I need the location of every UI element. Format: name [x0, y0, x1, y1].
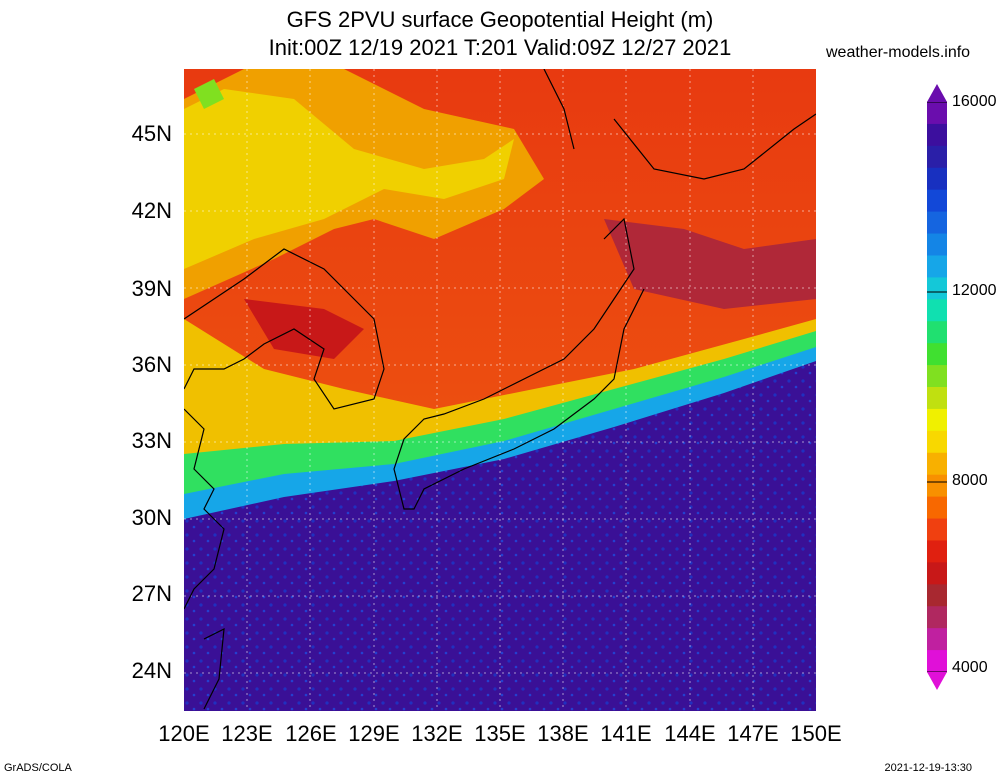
- geopotential-map: [184, 69, 816, 711]
- lon-label-138e: 138E: [537, 721, 589, 746]
- lon-label-147e: 147E: [727, 721, 779, 746]
- colorbar-label-4000: 4000: [952, 659, 988, 676]
- colorbar-segment: [927, 233, 947, 256]
- colorbar-segment: [927, 584, 947, 607]
- colorbar-label-12000: 12000: [952, 282, 997, 299]
- colorbar-segment: [927, 452, 947, 476]
- lon-label-150e: 150E: [790, 721, 842, 746]
- lat-label-33n: 33N: [131, 428, 172, 453]
- lat-label-45n: 45N: [131, 121, 172, 146]
- colorbar-segment: [927, 145, 947, 169]
- colorbar-segment: [927, 562, 947, 585]
- yellow-band-south: [184, 319, 816, 469]
- lat-label-42n: 42N: [131, 198, 172, 223]
- lon-label-129e: 129E: [348, 721, 400, 746]
- lat-label-24n: 24N: [131, 658, 172, 683]
- lat-lon-grid: [184, 69, 816, 711]
- colorbar-segment: [927, 102, 947, 125]
- transition-green: [184, 331, 816, 499]
- lon-label-120e: 120E: [158, 721, 210, 746]
- purple-south: [184, 361, 816, 711]
- lon-label-135e: 135E: [474, 721, 526, 746]
- colorbar-bottom-arrow: [927, 672, 947, 690]
- colorbar-segment: [927, 189, 947, 213]
- map-title: GFS 2PVU surface Geopotential Height (m): [286, 7, 714, 32]
- colorbar-segment: [927, 430, 947, 454]
- green-spot: [194, 79, 224, 109]
- yellow-core-north: [184, 89, 514, 269]
- colorbar-segment: [927, 628, 947, 651]
- colorbar-segment: [927, 650, 947, 673]
- timestamp-label: 2021-12-19-13:30: [884, 762, 972, 774]
- credit-label: GrADS/COLA: [4, 762, 72, 774]
- transition-cyan: [184, 347, 816, 524]
- colorbar-segment: [927, 255, 947, 278]
- lon-label-123e: 123E: [221, 721, 273, 746]
- colorbar-segment: [927, 408, 947, 432]
- colorbar-segment: [927, 606, 947, 629]
- site-label: weather-models.info: [826, 44, 971, 61]
- colorbar-segment: [927, 474, 947, 498]
- lat-label-39n: 39N: [131, 276, 172, 301]
- lon-label-141e: 141E: [600, 721, 652, 746]
- colorbar-segment: [927, 299, 947, 322]
- map-subtitle: Init:00Z 12/19 2021 T:201 Valid:09Z 12/2…: [268, 35, 732, 60]
- colorbar-top-arrow: [927, 84, 947, 102]
- colorbar-segment: [927, 277, 947, 300]
- dark-red-center: [244, 299, 364, 359]
- lon-label-132e: 132E: [411, 721, 463, 746]
- colorbar-segment: [927, 518, 947, 541]
- colorbar-segment: [927, 321, 947, 344]
- colorbar-segment: [927, 211, 947, 235]
- colorbar-segment: [927, 540, 947, 563]
- dark-red-east: [604, 219, 816, 309]
- colorbar: [927, 84, 947, 690]
- lon-label-144e: 144E: [664, 721, 716, 746]
- colorbar-segment: [927, 123, 947, 147]
- colorbar-segment: [927, 496, 947, 520]
- colorbar-segment: [927, 167, 947, 191]
- lat-label-36n: 36N: [131, 352, 172, 377]
- lat-label-30n: 30N: [131, 505, 172, 530]
- lat-label-27n: 27N: [131, 581, 172, 606]
- colorbar-segment: [927, 387, 947, 410]
- colorbar-segment: [927, 343, 947, 366]
- colorbar-label-16000: 16000: [952, 93, 997, 110]
- coastlines: [184, 69, 816, 710]
- colorbar-label-8000: 8000: [952, 472, 988, 489]
- colorbar-segment: [927, 365, 947, 388]
- lon-label-126e: 126E: [285, 721, 337, 746]
